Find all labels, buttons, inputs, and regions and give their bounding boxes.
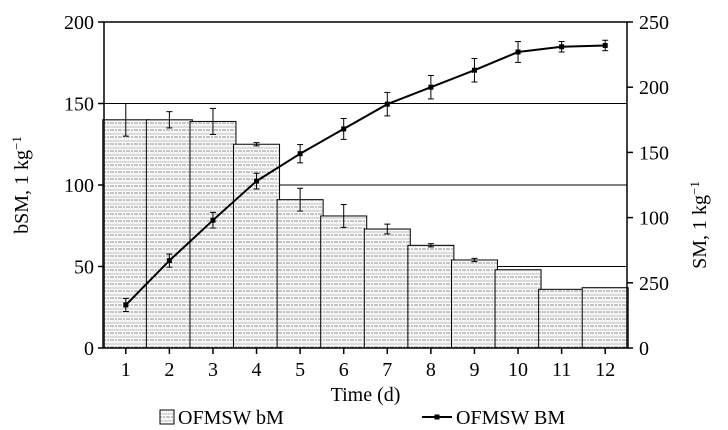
bar [363,228,411,349]
legend-marker [434,414,440,420]
data-point [428,84,434,90]
x-tick-label: 6 [339,359,349,381]
bar [145,119,193,349]
x-tick-label: 10 [508,359,528,381]
bars [102,119,629,349]
bar [320,215,368,349]
y-tick-label-left: 0 [84,338,94,360]
x-axis-label: Time (d) [331,384,401,406]
data-point [166,258,172,264]
legend-label-bar: OFMSW bM [178,407,284,429]
x-tick-label: 2 [164,359,174,381]
x-tick-label: 5 [295,359,305,381]
x-tick-label: 3 [208,359,218,381]
y-tick-label-left: 50 [74,257,94,279]
y-tick-label-right: 200 [639,77,669,99]
y-axis-label-right: SM, 1 kg−1 [687,181,712,269]
data-point [602,42,608,48]
bar [538,288,586,349]
data-point [559,44,565,50]
y-tick-label-left: 200 [64,12,94,34]
series-line [125,44,606,306]
bar-error-bars [122,103,478,263]
y-tick-label-left: 150 [64,94,94,116]
bar [581,287,629,349]
bar [494,269,542,349]
x-tick-label: 1 [121,359,131,381]
data-point [254,178,260,184]
legend-swatch-bar [159,409,175,425]
x-tick-label: 11 [552,359,571,381]
y-tick-label-right: 250 [639,273,669,295]
data-point [297,151,303,157]
x-tick-label: 12 [595,359,615,381]
y-tick-label-right: 250 [639,12,669,34]
line-series [122,39,609,312]
y-tick-label-left: 100 [64,175,94,197]
data-point [210,217,216,223]
y-axis-label-left-sup: −1 [9,136,24,150]
data-point [123,302,129,308]
x-tick-label: 4 [252,359,262,381]
legend-label-line: OFMSW BM [456,407,565,429]
y-axis-label-left: bSM, 1 kg−1 [9,136,34,234]
y-tick-label-right: 0 [639,338,649,360]
x-tick-label: 7 [382,359,392,381]
bar [276,199,324,349]
data-point [471,67,477,73]
y-tick-label-right: 150 [639,142,669,164]
legend: OFMSW bM OFMSW BM [159,407,565,429]
x-tick-label: 8 [426,359,436,381]
data-point [515,49,521,55]
data-point [384,101,390,107]
data-point [341,126,347,132]
x-tick-label: 9 [469,359,479,381]
y-tick-label-right: 100 [639,208,669,230]
bar [102,119,150,349]
y-axis-label-left-text: bSM, 1 kg [11,150,33,234]
bar [407,244,455,349]
bar [450,259,498,349]
y-axis-label-right-sup: −1 [687,181,702,195]
y-axis-label-right-text: SM, 1 kg [689,195,711,269]
